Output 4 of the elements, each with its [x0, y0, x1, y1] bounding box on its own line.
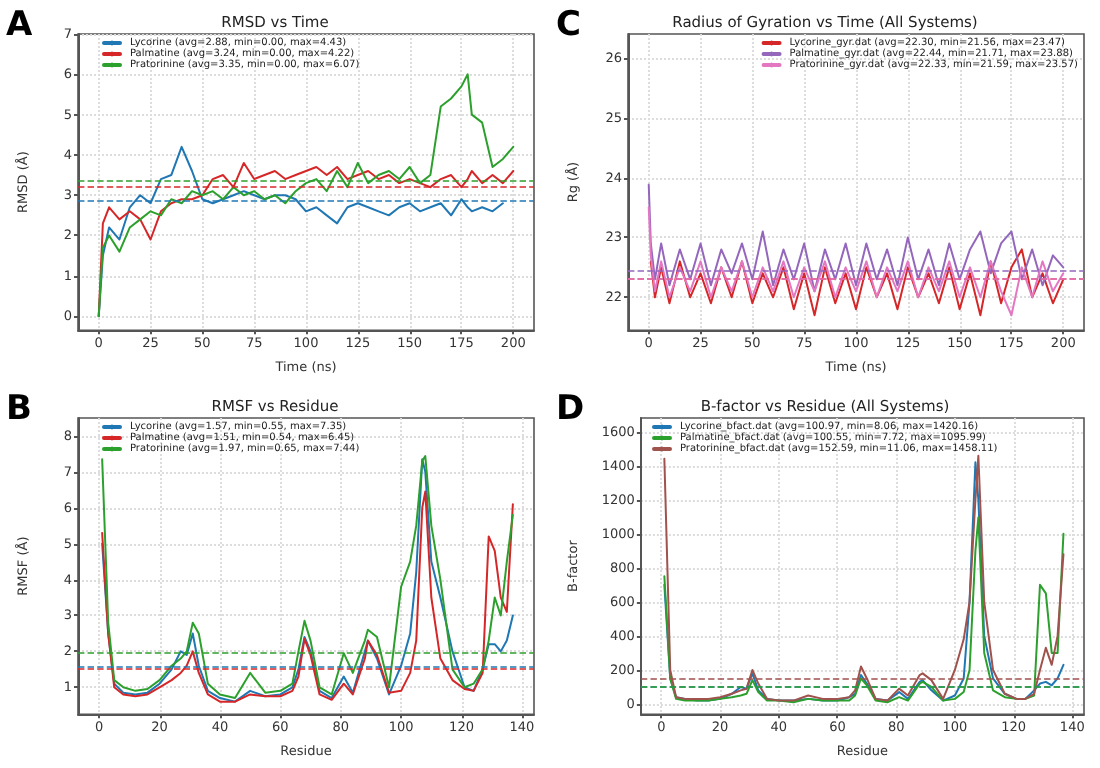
text: C: [556, 5, 581, 45]
text: A: [6, 5, 34, 45]
text: B: [6, 389, 32, 429]
text: D: [556, 389, 585, 429]
